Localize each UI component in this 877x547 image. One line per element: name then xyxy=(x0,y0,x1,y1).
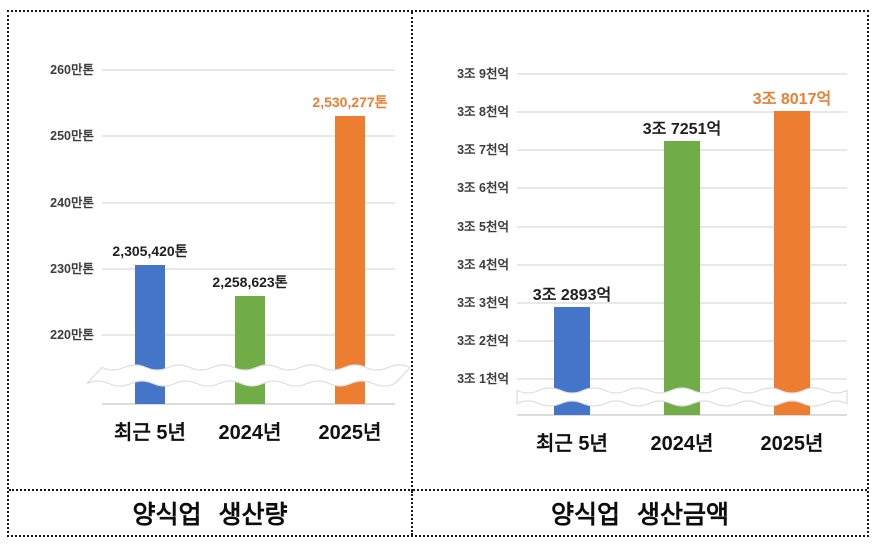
y-axis-tick-label: 3조 2천억 xyxy=(457,333,509,348)
y-axis-tick-label: 3조 5천억 xyxy=(457,219,509,234)
x-axis-baseline xyxy=(102,403,395,405)
x-axis-category-label: 2024년 xyxy=(218,422,282,444)
y-axis-tick-label: 3조 8천억 xyxy=(457,105,509,120)
x-axis-category-label: 2025년 xyxy=(318,422,382,444)
production-value-chart: 3조 9천억 3조 8천억 3조 7천억 3조 6천억 3조 5천억 3조 4천억 3조 3… xyxy=(413,12,867,489)
bar xyxy=(664,140,700,415)
bar-value-label: 3조 7251억 xyxy=(642,120,722,138)
gridline xyxy=(102,201,395,204)
x-axis-category-label: 최근 5년 xyxy=(114,422,186,444)
caption-production-volume: 양식업 생산량 xyxy=(9,491,413,535)
caption-production-volume-text: 양식업 생산량 xyxy=(132,501,288,529)
bar-value-label: 2,258,623톤 xyxy=(212,274,288,291)
caption-production-value-text: 양식업 생산금액 xyxy=(551,501,729,529)
bar xyxy=(335,116,365,404)
axis-break-wave xyxy=(86,363,412,387)
bar-value-label: 2,530,277톤 xyxy=(312,94,388,111)
y-axis-tick-label: 230만톤 xyxy=(50,261,94,276)
y-axis-tick-label: 3조 9천억 xyxy=(457,67,509,81)
bar xyxy=(774,111,810,415)
gridline xyxy=(102,69,395,71)
x-axis-baseline xyxy=(517,414,847,416)
x-axis-category-label: 최근 5년 xyxy=(536,433,608,455)
y-axis-tick-label: 3조 6천억 xyxy=(457,181,509,196)
y-axis-tick-label: 260만톤 xyxy=(50,63,94,77)
bar xyxy=(235,296,265,404)
y-axis-tick-label: 3조 1천억 xyxy=(457,372,509,386)
chart-production-value-cell: 3조 9천억 3조 8천억 3조 7천억 3조 6천억 3조 5천억 3조 4천억 3조 3… xyxy=(413,12,867,491)
bar-value-label: 3조 2893억 xyxy=(532,286,612,304)
gridline xyxy=(102,267,395,270)
y-axis-tick-label: 250만톤 xyxy=(50,129,94,144)
y-axis-tick-label: 3조 3천억 xyxy=(457,295,509,310)
axis-break-wave xyxy=(516,386,848,407)
gridline xyxy=(517,111,847,114)
caption-production-value: 양식업 생산금액 xyxy=(413,491,867,535)
x-axis-category-label: 2024년 xyxy=(650,433,714,455)
x-axis-category-label: 2025년 xyxy=(760,433,824,455)
gridline xyxy=(517,73,847,75)
gridline xyxy=(102,135,395,138)
y-axis-tick-label: 3조 4천억 xyxy=(457,257,509,272)
y-axis-tick-label: 240만톤 xyxy=(50,195,94,210)
y-axis-tick-label: 3조 7천억 xyxy=(457,143,509,158)
bar-value-label: 3조 8017억 xyxy=(752,91,832,109)
y-axis-tick-label: 220만톤 xyxy=(50,328,94,342)
bar-value-label: 2,305,420톤 xyxy=(112,243,188,260)
